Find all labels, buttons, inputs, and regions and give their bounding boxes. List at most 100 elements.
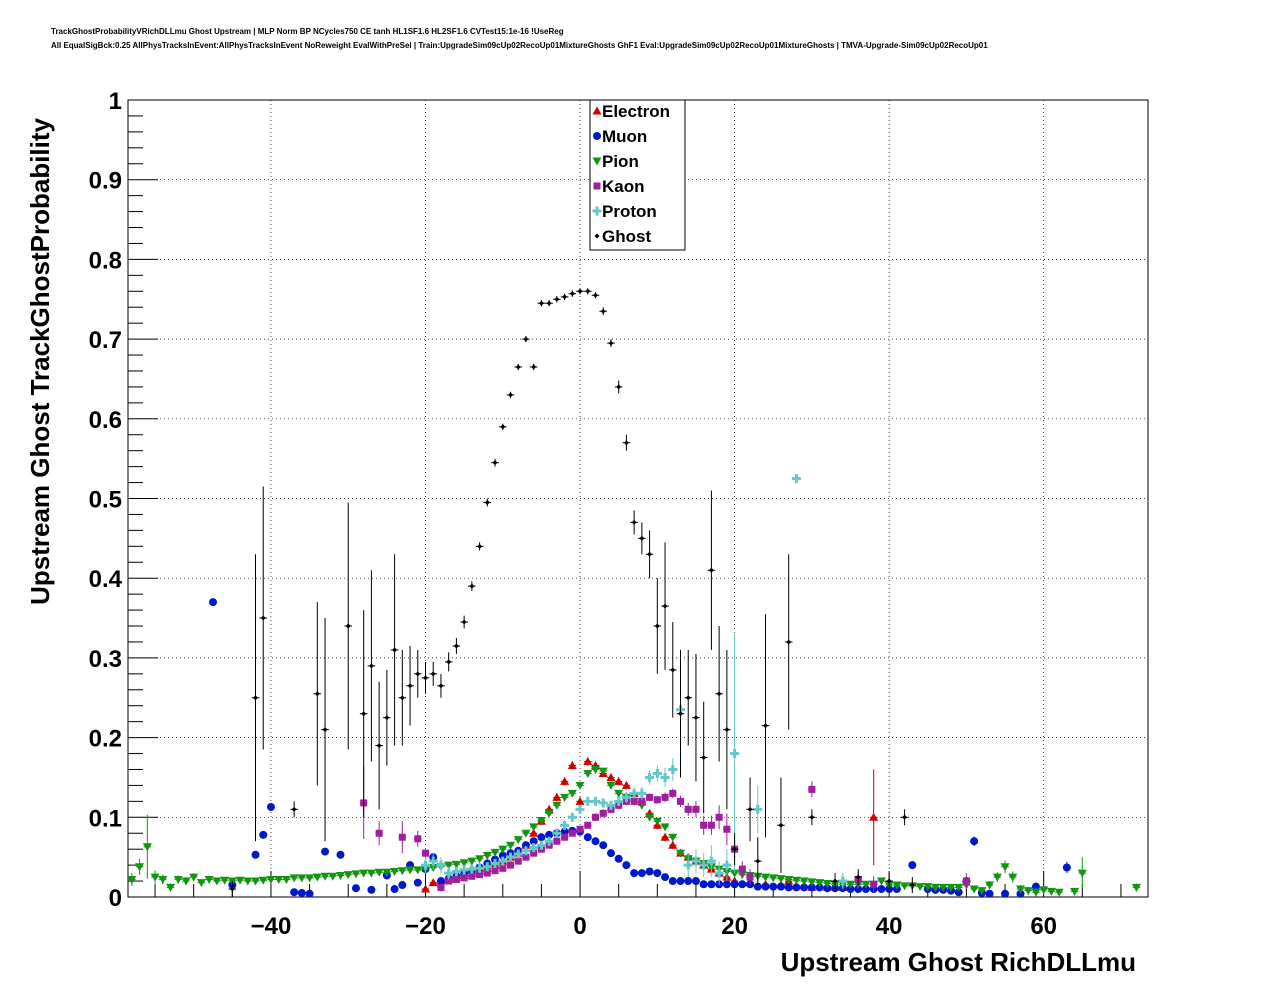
- data-point: [196, 879, 206, 888]
- data-point: [382, 868, 392, 877]
- data-point: [606, 781, 616, 790]
- y-tick-label: 0: [109, 885, 122, 912]
- data-point: [1131, 883, 1141, 892]
- y-tick-label: 0.6: [89, 407, 122, 434]
- data-point: [506, 841, 515, 850]
- data-point: [468, 872, 476, 880]
- data-point: [846, 885, 855, 894]
- data-point: [544, 836, 554, 846]
- data-point: [593, 292, 598, 298]
- data-point: [908, 861, 917, 870]
- data-point: [446, 659, 452, 665]
- data-point: [212, 877, 222, 886]
- data-point: [838, 876, 848, 886]
- data-point: [367, 885, 376, 894]
- data-point: [436, 860, 446, 870]
- data-point: [661, 873, 670, 882]
- x-tick-label: −20: [405, 913, 446, 940]
- data-point: [639, 535, 645, 541]
- data-point: [430, 671, 436, 677]
- data-point: [397, 867, 407, 876]
- data-point: [931, 883, 940, 892]
- data-point: [521, 846, 531, 856]
- data-point: [444, 868, 454, 878]
- data-point: [552, 792, 562, 801]
- legend-marker-proton: [592, 206, 602, 216]
- data-point: [220, 876, 230, 885]
- title-line-2: All EqualSigBck:0.25 AllPhysTracksInEven…: [51, 41, 988, 50]
- data-point: [507, 861, 514, 869]
- data-point: [823, 884, 832, 893]
- data-point: [461, 619, 467, 625]
- data-point: [259, 830, 268, 839]
- data-point: [722, 860, 732, 870]
- data-point: [460, 874, 468, 882]
- data-point: [320, 872, 330, 881]
- data-point: [598, 767, 608, 776]
- data-point: [599, 841, 608, 850]
- data-point: [477, 543, 483, 549]
- x-axis-label: Upstream Ghost RichDLLmu: [781, 947, 1136, 977]
- data-point: [421, 884, 430, 893]
- legend-marker-muon: [593, 132, 601, 140]
- data-point: [861, 885, 870, 894]
- data-point: [909, 882, 915, 888]
- data-point: [499, 864, 507, 872]
- data-point: [753, 804, 763, 814]
- data-point: [722, 880, 731, 889]
- data-point: [343, 871, 353, 880]
- data-point: [521, 841, 530, 850]
- data-point: [684, 877, 693, 886]
- data-point: [166, 883, 175, 892]
- data-point: [630, 797, 638, 805]
- data-point: [653, 796, 661, 804]
- data-point: [375, 829, 383, 837]
- data-point: [746, 873, 754, 881]
- data-point: [538, 300, 544, 306]
- data-point: [476, 871, 484, 879]
- data-point: [992, 873, 1002, 882]
- y-tick-label: 0.2: [89, 726, 122, 753]
- data-point: [715, 813, 723, 821]
- data-point: [692, 805, 700, 813]
- data-point: [808, 785, 816, 793]
- data-point: [506, 852, 515, 862]
- data-point: [631, 519, 637, 525]
- data-point: [691, 877, 700, 886]
- data-point: [576, 825, 584, 833]
- data-point: [621, 780, 631, 789]
- data-point: [390, 867, 400, 876]
- data-point: [513, 849, 523, 859]
- data-point: [361, 711, 367, 717]
- data-point: [158, 875, 168, 884]
- data-point: [807, 878, 817, 887]
- data-point: [189, 873, 199, 882]
- data-point: [1046, 887, 1056, 896]
- data-point: [815, 883, 824, 892]
- data-point: [646, 793, 654, 801]
- legend-label-pion: Pion: [602, 152, 639, 171]
- data-point: [322, 727, 328, 733]
- data-point: [235, 876, 245, 885]
- data-point: [637, 869, 646, 878]
- data-point: [500, 424, 506, 430]
- data-point: [969, 885, 979, 894]
- data-point: [437, 883, 445, 891]
- data-point: [677, 797, 684, 805]
- data-point: [706, 856, 716, 866]
- data-point: [685, 695, 691, 701]
- data-point: [475, 855, 485, 864]
- data-point: [567, 812, 577, 822]
- x-tick-label: −40: [251, 913, 292, 940]
- data-point: [428, 856, 438, 866]
- data-point: [761, 882, 770, 891]
- legend-marker-kaon: [593, 182, 601, 190]
- data-point: [653, 869, 662, 878]
- data-point: [297, 874, 307, 883]
- data-point: [870, 880, 878, 888]
- data-point: [970, 837, 979, 846]
- data-point: [467, 864, 477, 874]
- data-point: [985, 881, 995, 890]
- data-point: [491, 867, 499, 875]
